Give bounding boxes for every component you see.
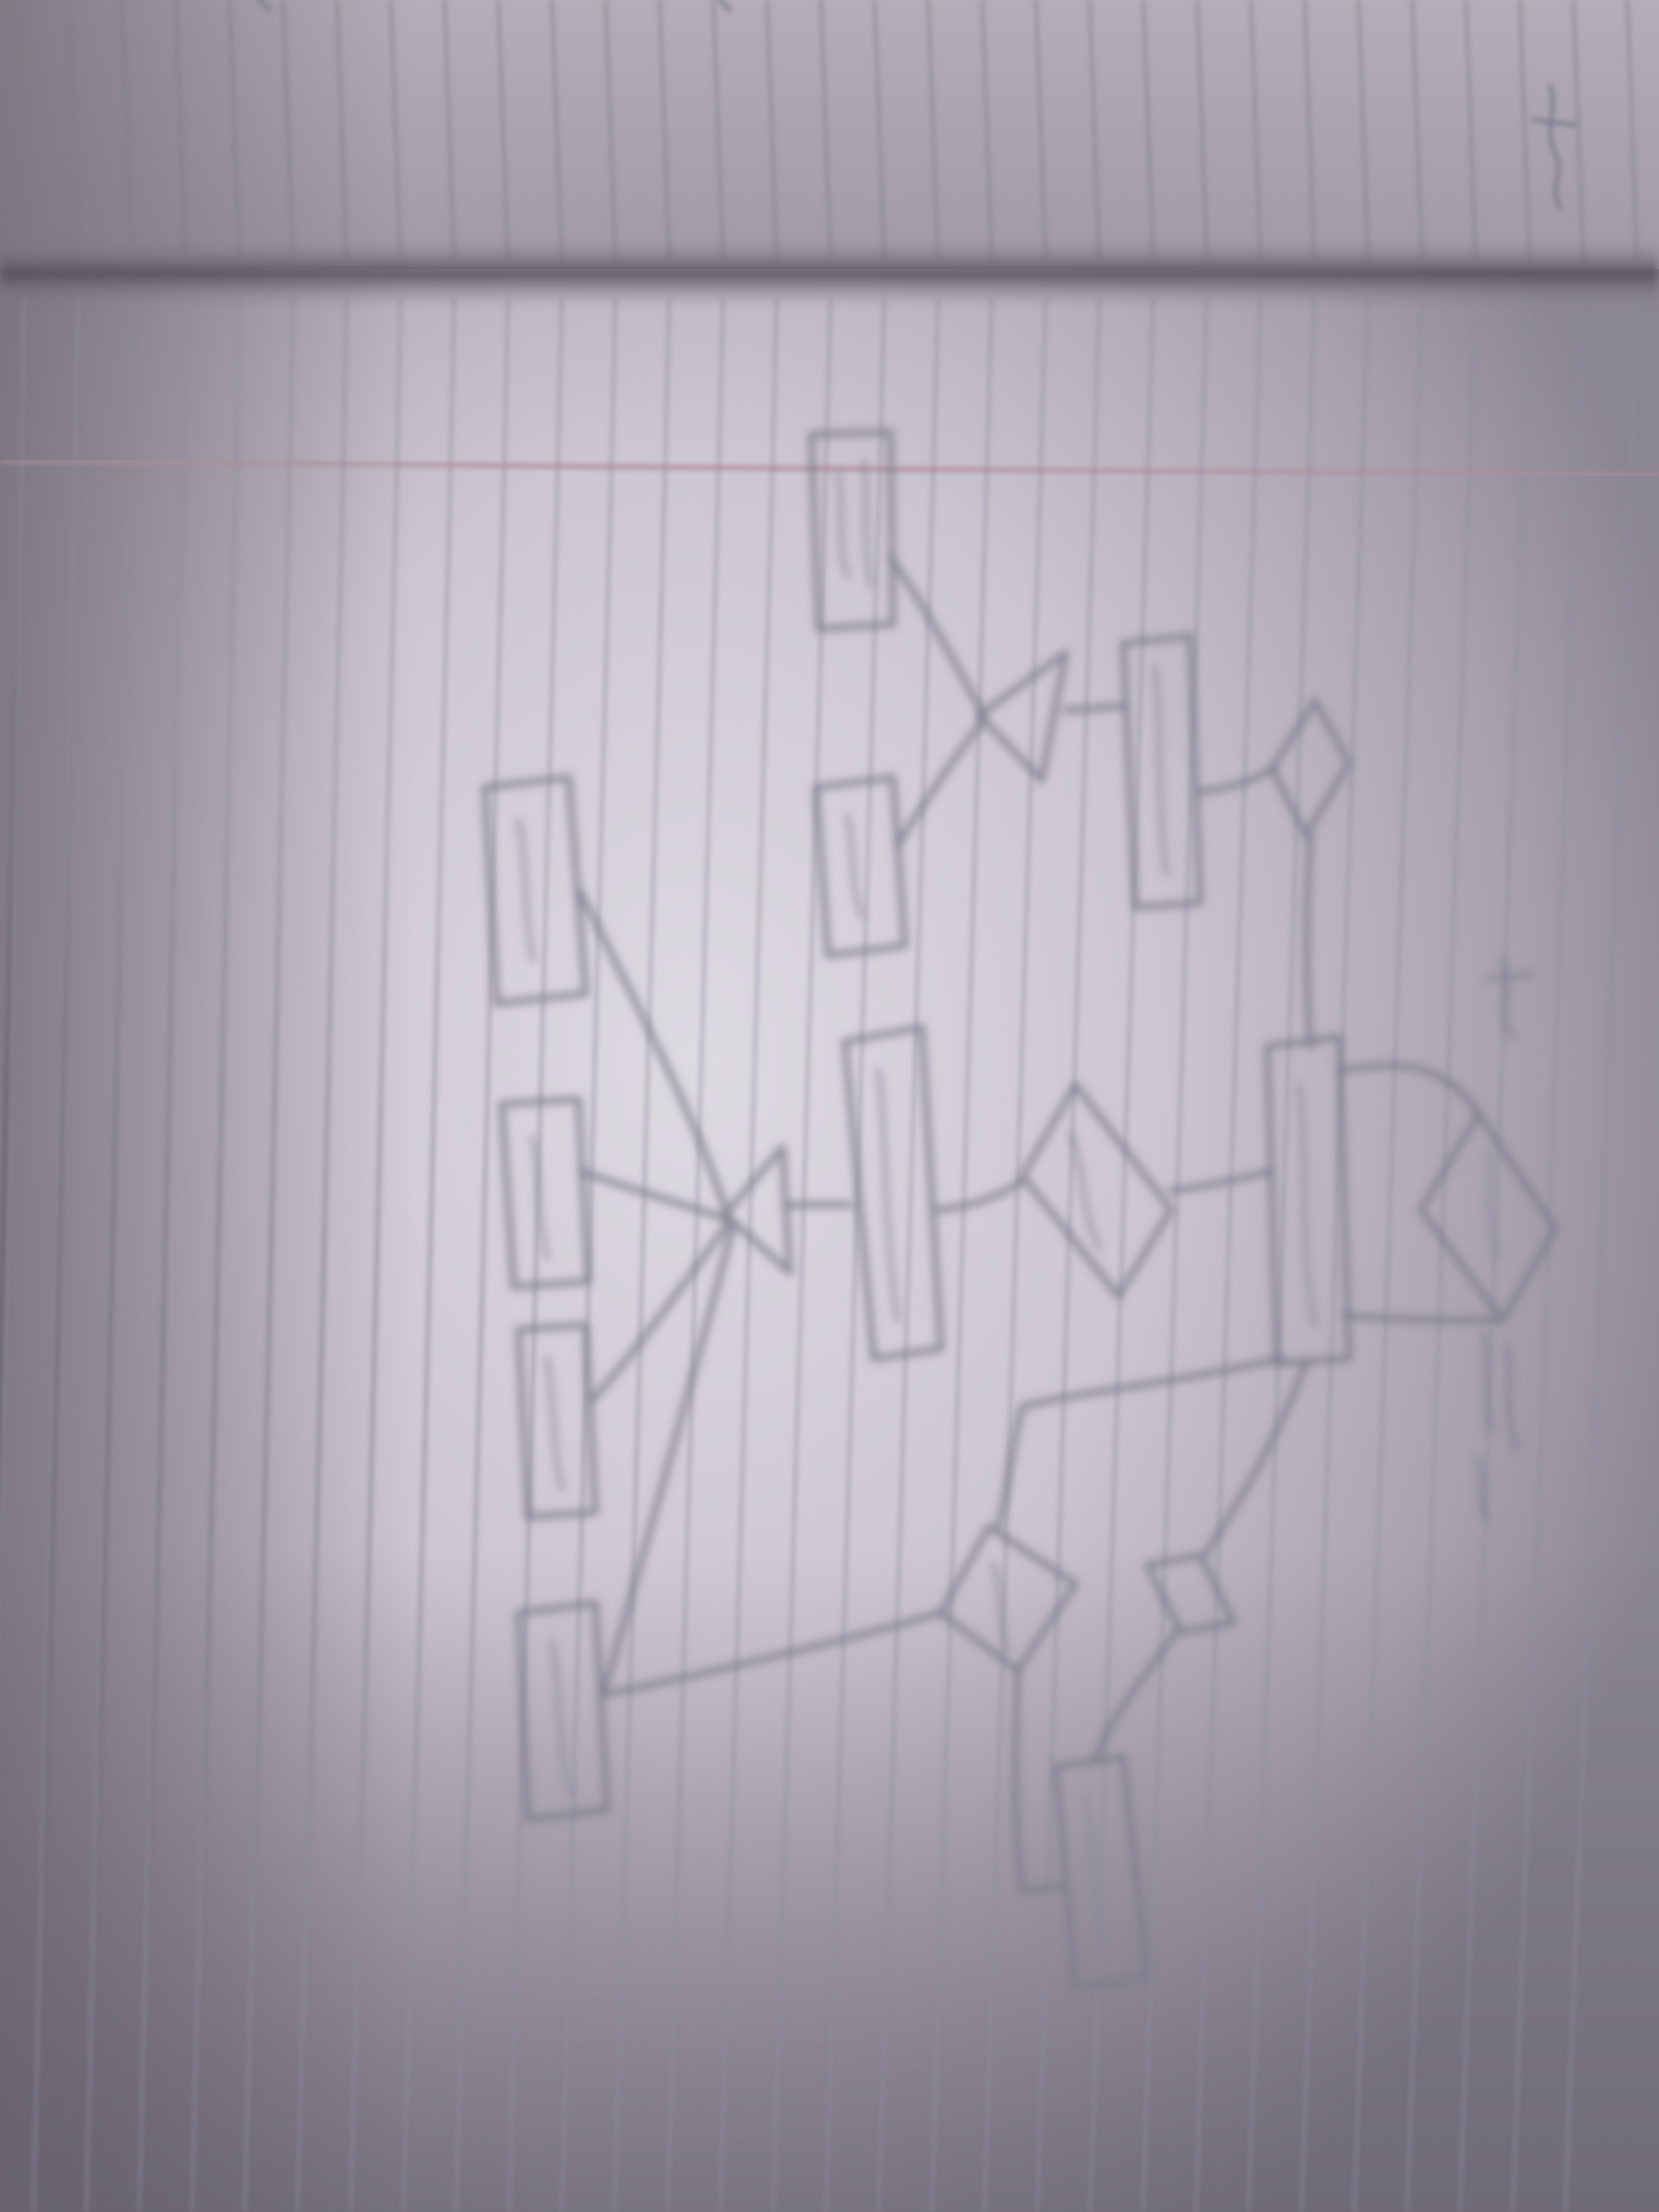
ruled-line xyxy=(32,297,80,2212)
ruled-line-top-page xyxy=(980,0,994,260)
ruled-line-top-page xyxy=(120,0,133,260)
ruled-line xyxy=(930,297,994,2212)
ruled-line xyxy=(560,297,617,2212)
ruled-line-top-page xyxy=(496,0,510,260)
top-page-scribbles xyxy=(256,0,1577,209)
ruled-line-top-page xyxy=(604,0,617,260)
ruled-line-top-page xyxy=(174,0,187,260)
ruled-line xyxy=(1141,297,1209,2212)
ruled-line xyxy=(1458,297,1531,2212)
ruled-line xyxy=(1194,297,1262,2212)
ruled-line-top-page xyxy=(1142,0,1155,260)
ruled-line xyxy=(824,297,886,2212)
er-diagram-sketch xyxy=(481,429,1559,1991)
ruled-line-top-page xyxy=(1195,0,1209,260)
ruled-line-top-page xyxy=(926,0,940,260)
ruled-line-top-page xyxy=(873,0,886,260)
ruled-line xyxy=(1299,297,1370,2212)
ruled-line-top-page xyxy=(819,0,832,260)
ruled-line xyxy=(349,297,402,2212)
ruled-line xyxy=(718,297,779,2212)
ruled-line xyxy=(1563,297,1639,2212)
ruled-line-top-page xyxy=(1625,0,1639,260)
ruled-line-top-page xyxy=(1518,0,1531,260)
ruled-line-top-page xyxy=(443,0,456,260)
ruled-line-top-page xyxy=(1249,0,1262,260)
ruled-line xyxy=(137,297,187,2212)
ruled-line-top-page xyxy=(765,0,779,260)
ruled-line xyxy=(243,297,295,2212)
ruled-line-top-page xyxy=(1303,0,1316,260)
ruled-line-top-page xyxy=(228,0,241,260)
notebook-spine-shadow xyxy=(0,240,1659,307)
ruled-line-top-page xyxy=(658,0,671,260)
ruled-line-top-page xyxy=(12,0,26,260)
ruled-line-top-page xyxy=(1410,0,1424,260)
ruled-line-top-page xyxy=(711,0,725,260)
ruled-line xyxy=(983,297,1047,2212)
ruled-line-top-page xyxy=(281,0,295,260)
margin-line xyxy=(0,458,1659,478)
ruled-line xyxy=(771,297,832,2212)
ruled-line-top-page xyxy=(1034,0,1047,260)
ruled-line xyxy=(1511,297,1585,2212)
ruled-line-top-page xyxy=(1357,0,1370,260)
ruled-line xyxy=(296,297,349,2212)
ruled-line-top-page xyxy=(389,0,402,260)
ruled-line-top-page xyxy=(550,0,564,260)
ruled-line-top-page xyxy=(66,0,80,260)
ruled-line xyxy=(1247,297,1316,2212)
ruled-line-top-page xyxy=(1572,0,1585,260)
ruled-line xyxy=(401,297,456,2212)
ruled-line-top-page xyxy=(1464,0,1478,260)
ruled-line xyxy=(1405,297,1478,2212)
ruled-line-top-page xyxy=(335,0,349,260)
ruled-line xyxy=(0,297,26,1603)
ruled-line xyxy=(1352,297,1424,2212)
ruled-line-top-page xyxy=(1088,0,1101,260)
ruled-line xyxy=(1035,297,1101,2212)
ruled-line xyxy=(190,297,241,2212)
ruled-line xyxy=(84,297,133,2212)
ruled-line xyxy=(877,297,940,2212)
